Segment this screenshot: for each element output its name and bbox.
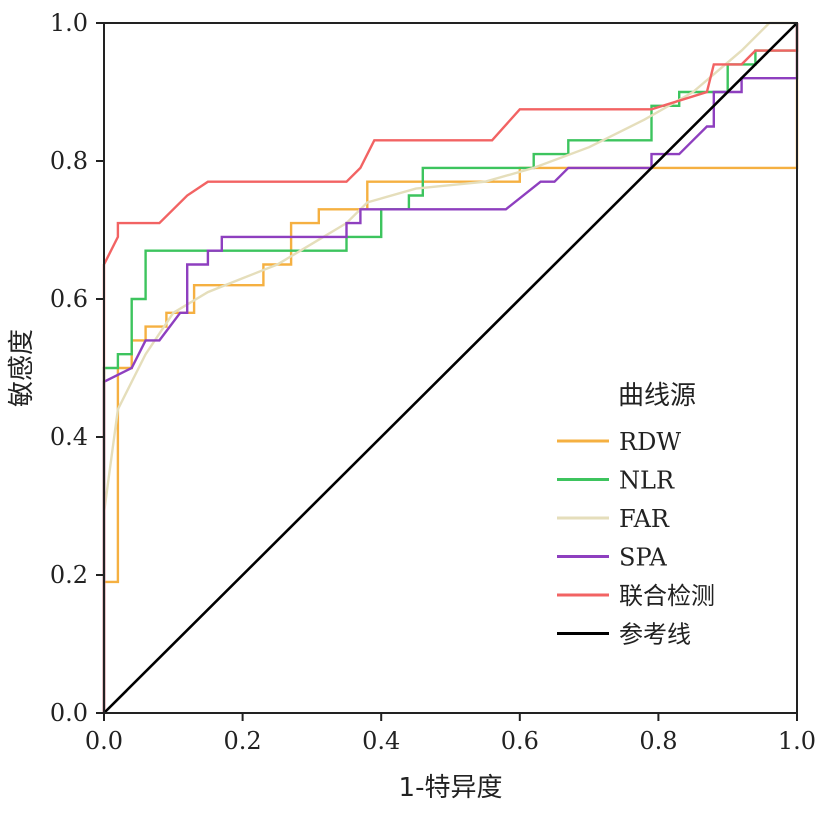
series-line-series-6	[103, 22, 798, 714]
legend-label-spa: SPA	[619, 544, 667, 572]
series-line-spa	[102, 23, 799, 713]
x-tick-label: 0.8	[639, 727, 677, 755]
series-line-nlr	[102, 23, 799, 713]
legend-label-rdw: RDW	[619, 428, 681, 456]
x-tick-label: 0.6	[501, 727, 539, 755]
y-axis-title: 敏感度	[7, 329, 37, 407]
x-tick-label: 0.2	[224, 727, 262, 755]
legend-label-series-5: 联合检测	[619, 582, 715, 610]
y-tick-label: 0.0	[50, 699, 88, 727]
y-tick-label: 0.6	[50, 285, 88, 313]
series-layer	[102, 21, 799, 714]
y-tick-label: 0.8	[50, 147, 88, 175]
y-tick-label: 0.2	[50, 561, 88, 589]
x-tick-label: 0.4	[362, 727, 400, 755]
series-line-series-5	[102, 23, 799, 713]
axis-ticks: 0.0 0.2 0.4 0.6 0.8 1.0 0.0 0.2 0.4 0.6 0.8 1.0	[50, 9, 816, 755]
legend-title: 曲线源	[618, 381, 696, 411]
plot-frame	[103, 22, 798, 714]
x-tick-label: 1.0	[778, 727, 816, 755]
legend-label-far: FAR	[619, 505, 670, 533]
legend-label-series-6: 参考线	[619, 621, 691, 649]
x-tick-label: 0.0	[85, 727, 123, 755]
y-tick-label: 0.4	[50, 423, 88, 451]
y-tick-label: 1.0	[50, 9, 88, 37]
x-axis-title: 1-特异度	[399, 773, 503, 803]
legend-label-nlr: NLR	[619, 467, 675, 495]
